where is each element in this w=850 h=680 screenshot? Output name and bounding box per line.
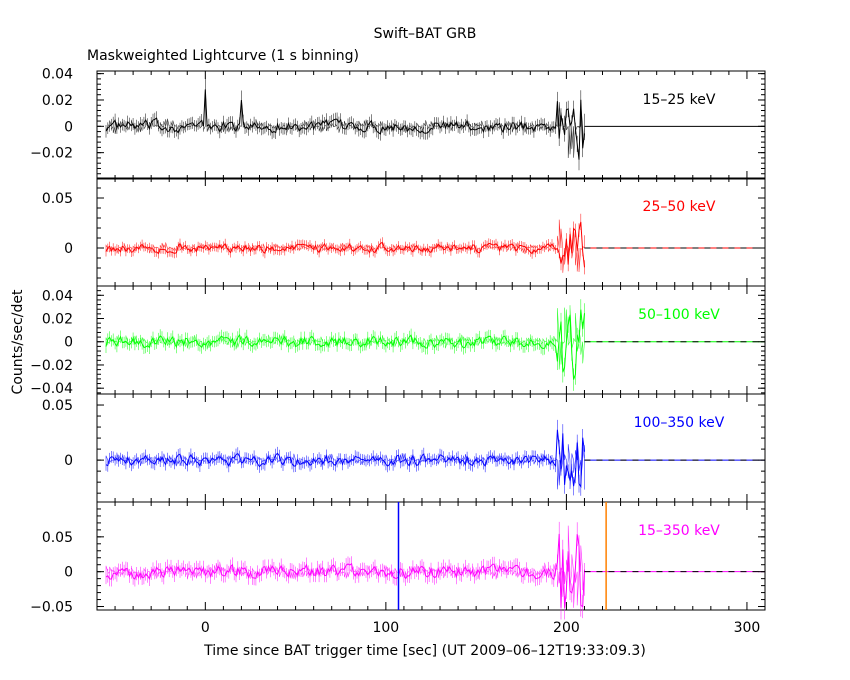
- y-tick-label: −0.04: [30, 381, 73, 397]
- y-tick-label: 0.05: [42, 530, 73, 546]
- y-tick-label: −0.02: [30, 146, 73, 162]
- y-tick-label: 0: [64, 335, 73, 351]
- panel-frame: [96, 177, 766, 287]
- panel-frame: [96, 393, 766, 503]
- energy-band-label: 100–350 keV: [634, 415, 725, 431]
- panels-group: −0.02 0 0.02 0.04 15–25 keV 0 0.05 25–50 keV −0.…: [30, 67, 766, 636]
- y-tick-label: 0: [64, 565, 73, 581]
- error-bars: [105, 299, 585, 391]
- figure-subtitle: Maskweighted Lightcurve (1 s binning): [87, 48, 359, 64]
- energy-band-label: 50–100 keV: [638, 307, 720, 323]
- panel-4: 0 0.05 100–350 keV: [42, 393, 766, 503]
- y-tick-label: 0.02: [42, 312, 73, 328]
- panel-frame: [96, 501, 766, 611]
- energy-band-label: 25–50 keV: [643, 199, 716, 215]
- lightcurve-line: [105, 221, 585, 268]
- panel-frame: [96, 70, 766, 180]
- error-bars: [105, 213, 585, 275]
- y-axis-label: Counts/sec/det: [10, 289, 26, 394]
- y-tick-label: 0.05: [42, 398, 73, 414]
- y-tick-label: 0.04: [42, 288, 73, 304]
- y-tick-label: 0.05: [42, 191, 73, 207]
- error-bars: [105, 419, 585, 496]
- x-tick-label: 0: [201, 620, 210, 636]
- x-tick-label: 300: [734, 620, 761, 636]
- energy-band-label: 15–25 keV: [643, 92, 716, 108]
- error-bars: [105, 521, 585, 620]
- y-tick-label: 0.04: [42, 67, 73, 83]
- panel-3: −0.04 −0.02 0 0.02 0.04 50–100 keV: [30, 285, 766, 397]
- y-tick-label: 0: [64, 453, 73, 469]
- error-bars: [105, 78, 585, 171]
- y-tick-label: 0.02: [42, 93, 73, 109]
- y-tick-label: −0.05: [30, 600, 73, 616]
- x-axis-label: Time since BAT trigger time [sec] (UT 20…: [203, 643, 646, 659]
- y-tick-label: 0: [64, 119, 73, 135]
- figure-title: Swift–BAT GRB: [374, 26, 477, 42]
- panel-2: 0 0.05 25–50 keV: [42, 177, 766, 287]
- lightcurve-line: [105, 429, 585, 489]
- x-tick-label: 200: [553, 620, 580, 636]
- panel-1: −0.02 0 0.02 0.04 15–25 keV: [30, 67, 766, 180]
- y-tick-label: 0: [64, 241, 73, 257]
- y-tick-label: −0.02: [30, 358, 73, 374]
- lightcurve-line: [105, 309, 585, 380]
- panel-5: −0.05 0 0.05 15–350 keV: [30, 501, 766, 620]
- x-tick-label: 100: [372, 620, 399, 636]
- energy-band-label: 15–350 keV: [638, 523, 720, 539]
